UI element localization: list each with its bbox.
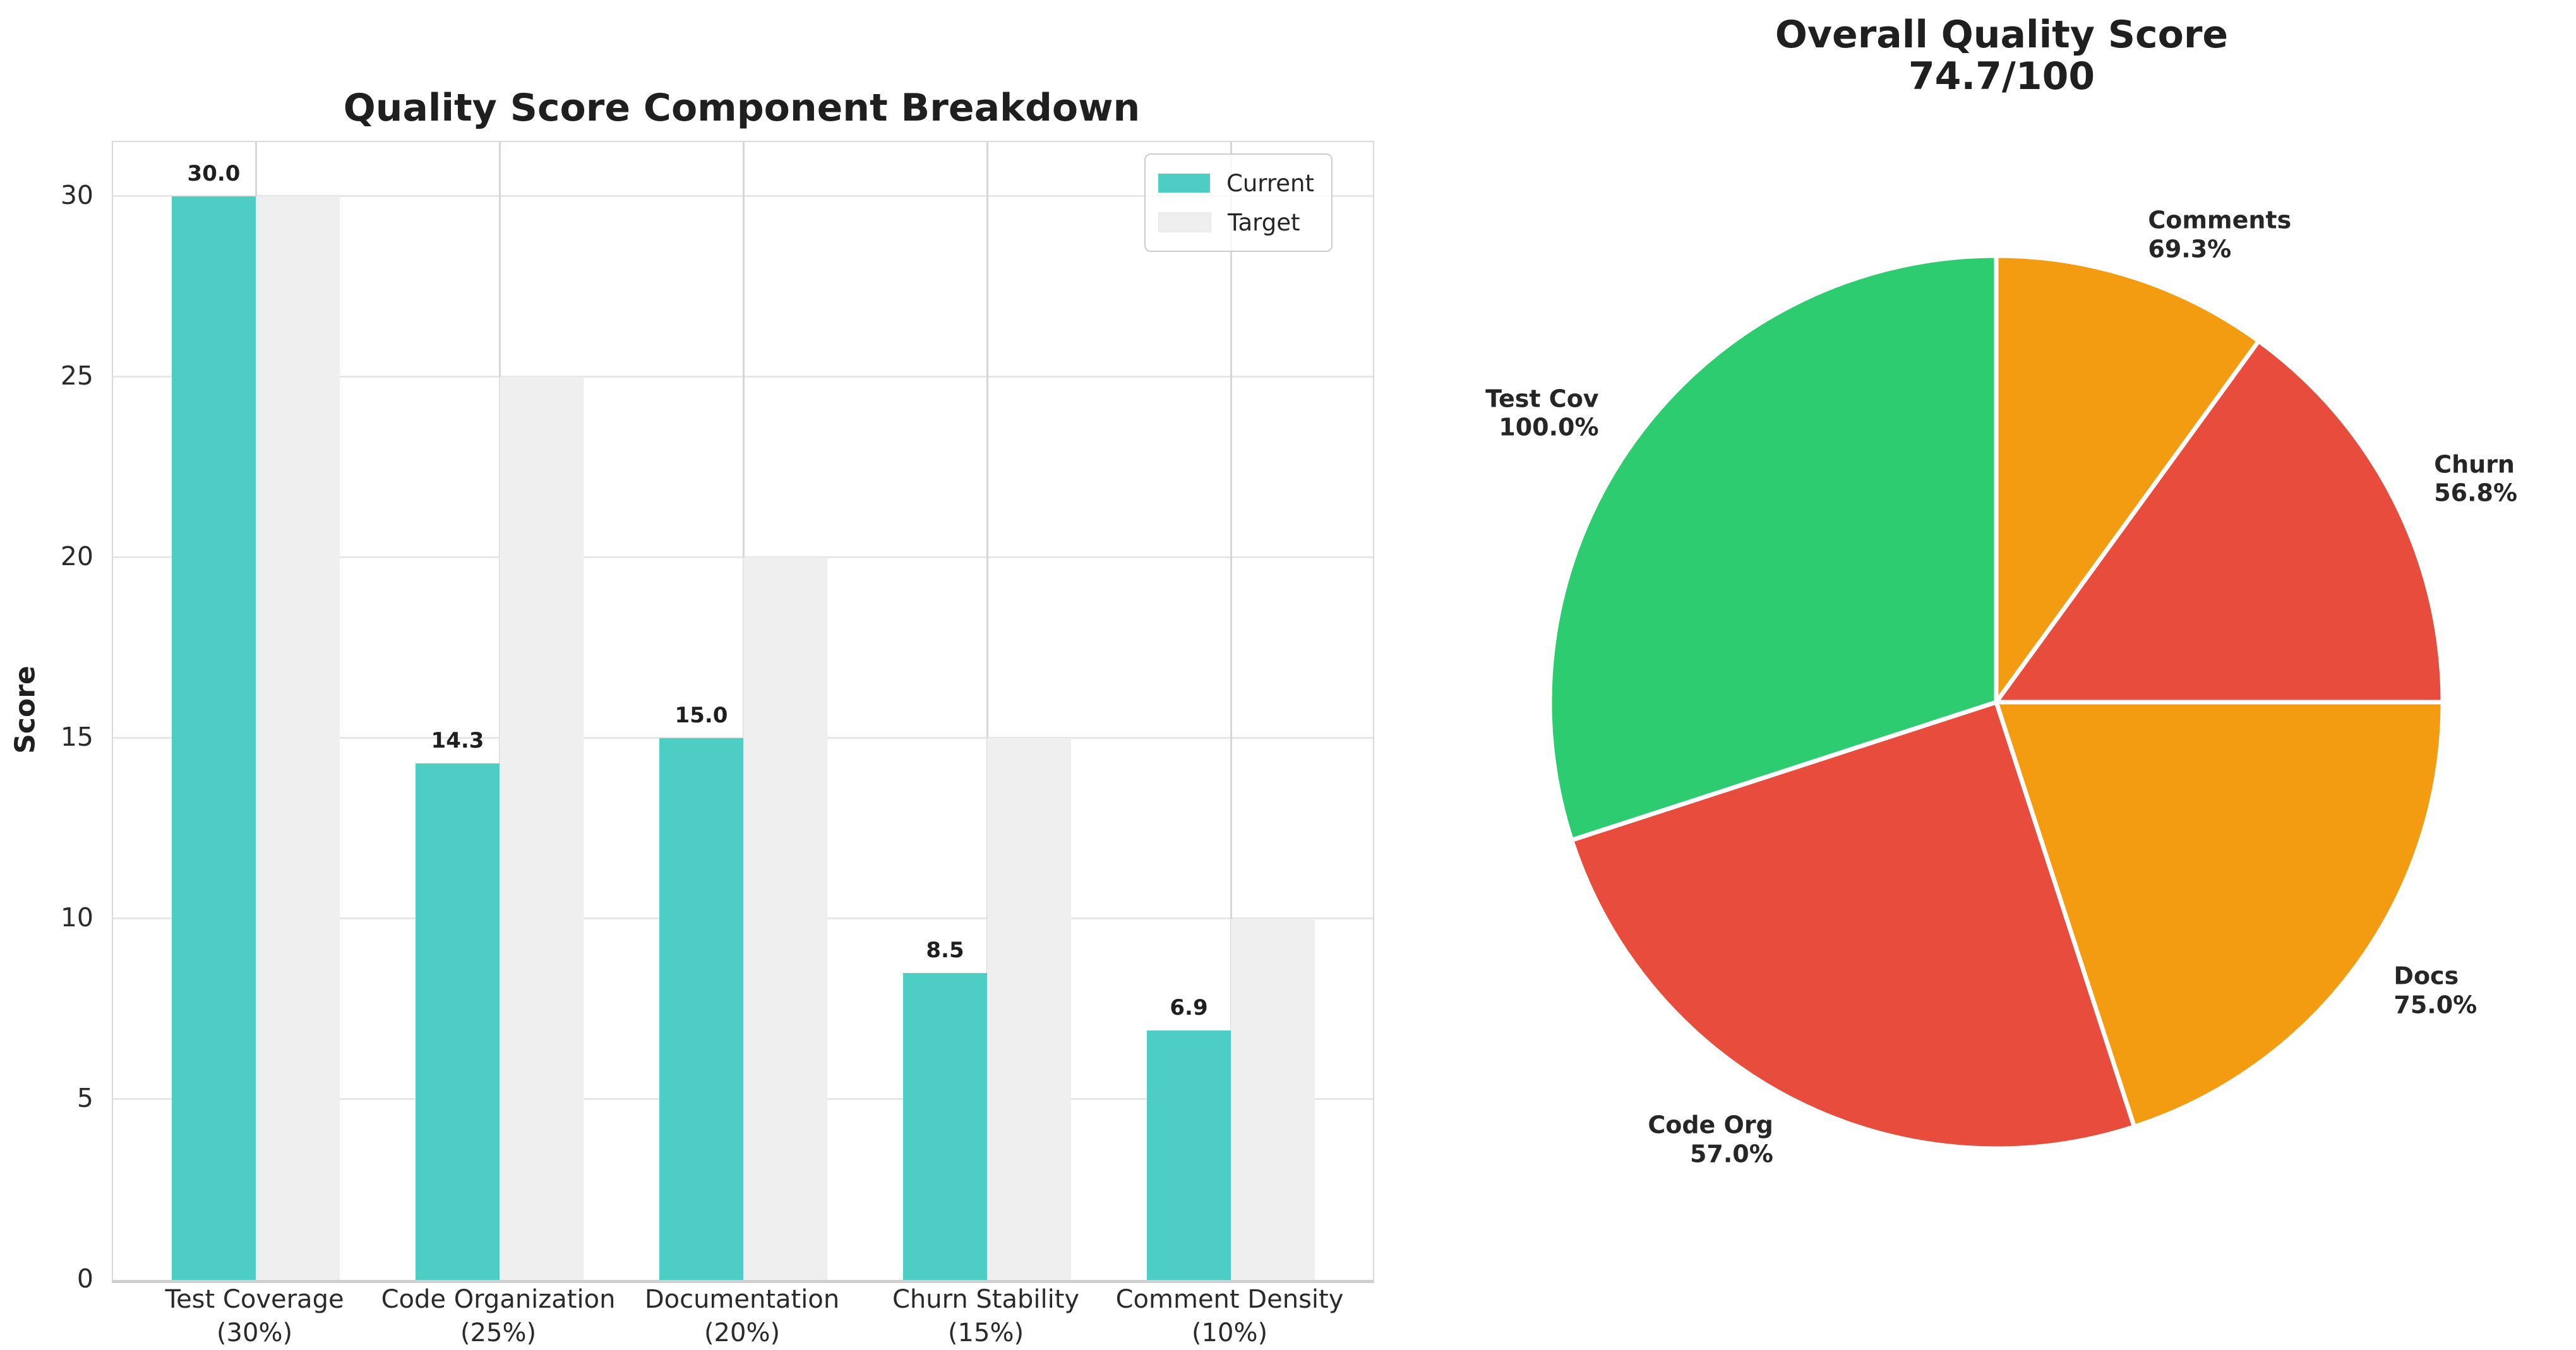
pie-label: Churn 56.8% <box>2434 450 2518 507</box>
bar-plot-area: 30.0 14.3 15.0 8.5 6.9 Current Target <box>112 141 1374 1283</box>
v-gridline <box>986 142 988 1280</box>
pie-chart-title-block: Overall Quality Score 74.7/100 <box>1408 14 2576 97</box>
bar-current <box>1147 1030 1231 1280</box>
pie-label: Comments 69.3% <box>2148 206 2292 263</box>
pie-label: Test Cov 100.0% <box>1485 385 1599 441</box>
bar-current <box>903 972 987 1280</box>
legend-swatch-target <box>1158 212 1211 232</box>
y-axis-label: Score <box>9 666 42 754</box>
pie-slice <box>1994 253 2261 705</box>
y-tick-label: 0 <box>76 1263 93 1294</box>
pie-label: Code Org 57.0% <box>1648 1111 1773 1168</box>
x-tick-label: Churn Stability (15%) <box>892 1285 1080 1347</box>
legend-entry-current: Current <box>1158 164 1319 203</box>
y-tick-label: 25 <box>60 360 93 391</box>
pie-slice <box>1994 338 2445 705</box>
bar-value-label: 30.0 <box>187 160 241 186</box>
legend: Current Target <box>1144 153 1333 252</box>
bar-target <box>256 196 340 1280</box>
pie-slice <box>1569 700 2136 1151</box>
pie-chart-title: Overall Quality Score <box>1775 13 2229 57</box>
legend-swatch-current <box>1158 174 1210 193</box>
x-tick-label: Code Organization (25%) <box>381 1285 616 1347</box>
bar-current <box>416 763 500 1280</box>
x-tick-label: Test Coverage (30%) <box>165 1285 344 1347</box>
legend-label-target: Target <box>1228 208 1300 236</box>
bar-chart-title: Quality Score Component Breakdown <box>343 86 1141 130</box>
pie-chart-score: 74.7/100 <box>1908 54 2095 99</box>
bar-value-label: 6.9 <box>1170 995 1208 1021</box>
x-tick-label: Documentation (20%) <box>644 1285 840 1347</box>
pie-slice <box>1994 700 2445 1129</box>
x-tick-label: Comment Density (10%) <box>1115 1285 1344 1347</box>
y-tick-label: 20 <box>60 541 93 571</box>
bar-value-label: 8.5 <box>926 937 964 963</box>
legend-label-current: Current <box>1226 169 1314 197</box>
y-tick-label: 30 <box>60 179 93 210</box>
legend-entry-target: Target <box>1158 203 1319 242</box>
bar-target <box>500 376 584 1280</box>
pie-label: Docs 75.0% <box>2393 962 2477 1019</box>
v-gridline <box>1230 142 1232 1280</box>
bar-value-label: 14.3 <box>431 727 484 753</box>
bar-target <box>987 738 1071 1280</box>
pie-slice <box>1547 253 1999 842</box>
bar-target <box>1231 918 1315 1280</box>
y-tick-label: 5 <box>76 1082 93 1113</box>
pie-chart <box>1547 253 2445 1151</box>
bar-value-label: 15.0 <box>674 702 728 728</box>
y-tick-label: 15 <box>60 721 93 752</box>
y-tick-label: 10 <box>60 902 93 933</box>
bar-target <box>743 557 827 1280</box>
bar-current <box>659 738 743 1280</box>
bar-current <box>172 196 256 1280</box>
